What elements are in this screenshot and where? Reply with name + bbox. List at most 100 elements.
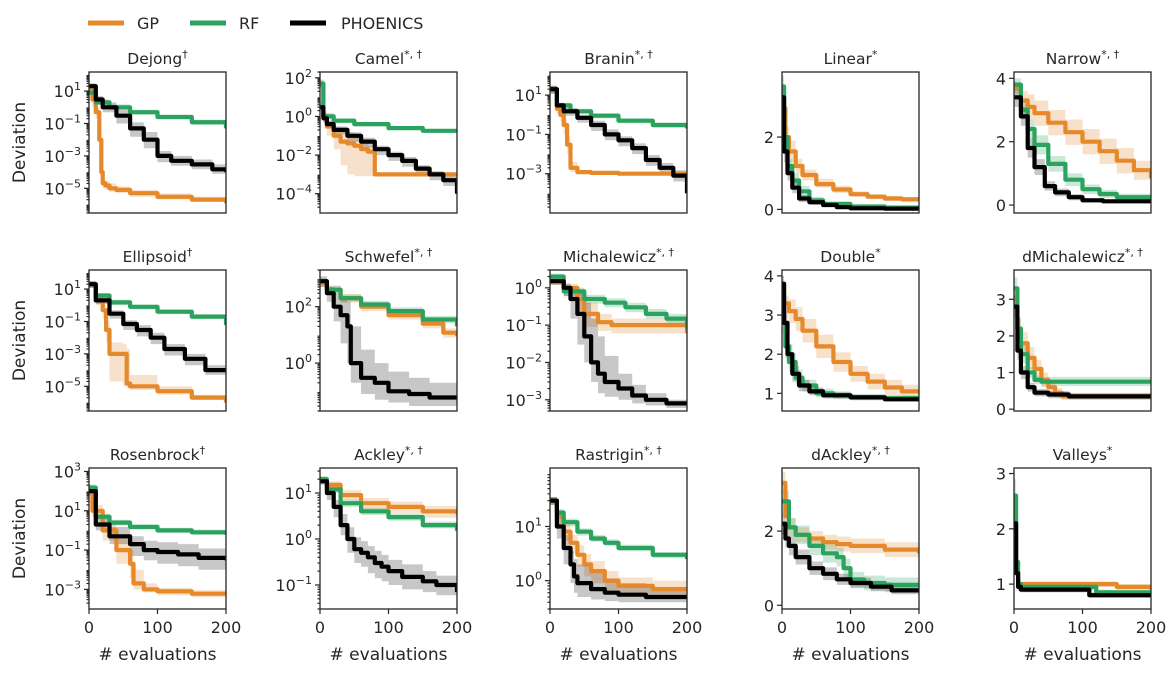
x-tick-label: 100 [603,618,634,637]
x-tick-label: 0 [777,618,787,637]
y-tick-label: 4 [764,267,774,286]
axes-frame [319,269,458,412]
band-gp [782,295,919,401]
y-tick-label: 10−4 [275,183,312,204]
y-tick-label: 101 [515,515,542,536]
x-axis-label: # evaluations [792,645,910,665]
series-line-gp [550,87,687,176]
panel-michalewicz: 100 10−1 10−2 10−3 Michalewicz*, † [505,246,688,412]
y-tick-label: 2 [764,522,774,541]
band-phoenics [1014,295,1151,402]
plot-area [1014,479,1151,598]
y-tick-label: 10−3 [44,145,81,166]
panel-valleys: 1 2 3 Valleys* 0 100 200 # evaluations [996,444,1166,665]
series-line-phoenics [320,279,457,400]
plot-area [320,79,457,202]
axes-frame [781,269,920,412]
legend-item-phoenics: PHOENICS [290,14,423,33]
y-tick-label: 100 [285,105,312,126]
y-tick-label: 0 [996,196,1006,215]
series-line-phoenics [782,521,919,593]
panel-title: Dejong† [127,48,188,68]
bands [782,275,919,402]
panel-title: Schwefel*, † [345,246,433,266]
x-tick-label: 200 [1136,618,1167,637]
lines [89,485,226,596]
y-tick-label: 10−5 [44,375,81,396]
panel-title: Rastrigin*, † [575,444,662,464]
y-tick-label: 0 [996,400,1006,419]
plot-area [1014,78,1151,204]
band-gp [89,281,226,405]
series-line-gp [1014,85,1151,179]
x-axis-label: # evaluations [99,645,217,665]
legend-item-gp: GP [88,14,159,33]
series-line-phoenics [782,95,919,211]
panel-dackley: 0 2 dAckley*, † 0 100 200 # evaluations [764,444,934,665]
lines [320,81,457,194]
panel-rastrigin: 101 100 Rastrigin*, † 0 100 200 # evaluations [515,444,703,665]
plot-area [89,484,226,598]
lines [782,281,919,402]
y-tick-label: 1 [996,364,1006,383]
legend-label-gp: GP [137,14,159,33]
series-line-phoenics [550,87,687,194]
axes-frame [1013,71,1152,214]
y-tick-label: 3 [996,290,1006,309]
y-tick-label: 1 [764,384,774,403]
panel-camel: 102 100 10−2 10−4 Camel*, † [275,48,458,214]
y-tick-label: 100 [285,528,312,549]
series-line-phoenics [1014,521,1151,598]
x-tick-label: 200 [672,618,703,637]
x-tick-label: 200 [442,618,473,637]
series-line-phoenics [782,281,919,402]
band-rf [1014,479,1151,596]
y-tick-label: 102 [285,67,312,88]
plot-area [782,471,919,596]
y-minor-ticks [317,71,320,208]
band-phoenics [320,276,457,406]
lines [89,282,226,403]
lines [1014,286,1151,399]
series-line-phoenics [89,489,226,561]
band-phoenics [550,497,687,603]
series-line-phoenics [89,84,226,173]
y-minor-ticks [547,474,550,610]
panel-title: Ellipsoid† [123,246,193,266]
y-tick-label: 10−1 [44,539,81,560]
y-tick-label: 101 [54,80,81,101]
lines [550,274,687,406]
panel-linear: 0 2 Linear* [764,48,920,219]
y-tick-label: 10−1 [44,112,81,133]
y-tick-label: 2 [996,520,1006,539]
axes-frame [319,71,458,214]
y-minor-ticks [86,471,89,604]
x-tick-label: 100 [835,618,866,637]
y-tick-label: 102 [285,296,312,317]
y-tick-label: 2 [996,327,1006,346]
y-tick-label: 10−1 [505,123,542,144]
y-minor-ticks [547,269,550,412]
series-line-rf [1014,82,1151,200]
legend: GP RF PHOENICS [88,14,423,33]
plot-area [550,273,687,408]
band-phoenics [550,85,687,200]
series-line-gp [1014,537,1151,590]
x-tick-label: 0 [1009,618,1019,637]
band-phoenics [320,477,457,601]
x-tick-label: 100 [1067,618,1098,637]
panel-ackley: 101 100 10−1 Ackley*, † 0 100 200 # evaluations [275,444,472,665]
y-tick-label: 10−3 [44,578,81,599]
y-tick-label: 101 [54,500,81,521]
y-tick-label: 10−3 [44,343,81,364]
axes-frame [781,71,920,214]
panel-branin: 101 10−1 10−3 Branin*, † [505,48,688,214]
panel-grid: 10110−110−310−5Dejong†Deviation10210010−… [10,48,1166,665]
plot-area [89,281,226,405]
band-phoenics [89,83,226,176]
band-rf [89,281,226,328]
bands [550,85,687,200]
y-tick-label: 10−2 [275,144,312,165]
y-tick-label: 10−1 [44,310,81,331]
